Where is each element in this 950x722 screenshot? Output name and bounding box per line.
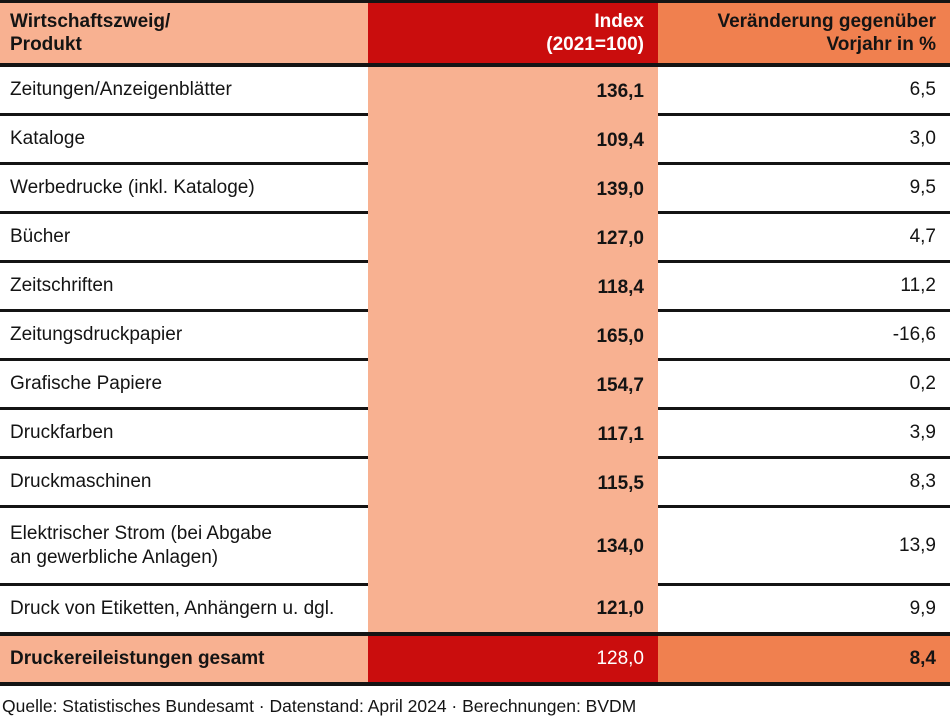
row-index-cell: 134,0 bbox=[368, 508, 658, 586]
row-index-cell: 118,4 bbox=[368, 263, 658, 312]
row-label-cell: Zeitschriften bbox=[0, 263, 368, 312]
header-product-column: Wirtschaftszweig/Produkt bbox=[0, 3, 368, 63]
row-label-cell: Grafische Papiere bbox=[0, 361, 368, 410]
row-change-cell: 0,2 bbox=[658, 361, 950, 410]
row-change-cell: 3,0 bbox=[658, 116, 950, 165]
table-row: Bücher 127,0 4,7 bbox=[0, 214, 950, 263]
table-row: Grafische Papiere 154,7 0,2 bbox=[0, 361, 950, 410]
table-body: Zeitungen/Anzeigenblätter 136,1 6,5 Kata… bbox=[0, 67, 950, 632]
row-index-cell: 115,5 bbox=[368, 459, 658, 508]
total-top-divider bbox=[0, 632, 950, 636]
table-row: Werbedrucke (inkl. Kataloge) 139,0 9,5 bbox=[0, 165, 950, 214]
row-index-cell: 109,4 bbox=[368, 116, 658, 165]
table-header-row: Wirtschaftszweig/Produkt Index (2021=100)… bbox=[0, 3, 950, 63]
row-index-cell: 165,0 bbox=[368, 312, 658, 361]
row-index-cell: 117,1 bbox=[368, 410, 658, 459]
row-change-cell: 6,5 bbox=[658, 67, 950, 116]
row-label-cell: Elektrischer Strom (bei Abgabe an gewerb… bbox=[0, 508, 368, 586]
total-index-cell: 128,0 bbox=[368, 636, 658, 682]
row-change-cell: 9,5 bbox=[658, 165, 950, 214]
row-label-cell: Druckmaschinen bbox=[0, 459, 368, 508]
row-index-cell: 127,0 bbox=[368, 214, 658, 263]
row-label-cell: Zeitungsdruckpapier bbox=[0, 312, 368, 361]
total-row: Druckereileistungen gesamt 128,0 8,4 bbox=[0, 636, 950, 682]
source-note: Quelle: Statistisches Bundesamt · Datens… bbox=[2, 696, 637, 716]
row-change-cell: 9,9 bbox=[658, 586, 950, 632]
total-change-cell: 8,4 bbox=[658, 636, 950, 682]
row-index-cell: 154,7 bbox=[368, 361, 658, 410]
row-label-cell: Druckfarben bbox=[0, 410, 368, 459]
row-index-cell: 136,1 bbox=[368, 67, 658, 116]
table-row: Zeitschriften 118,4 11,2 bbox=[0, 263, 950, 312]
row-label-cell: Kataloge bbox=[0, 116, 368, 165]
row-label-cell: Bücher bbox=[0, 214, 368, 263]
header-divider bbox=[0, 63, 950, 67]
header-index-column: Index (2021=100) bbox=[368, 3, 658, 63]
row-index-cell: 121,0 bbox=[368, 586, 658, 632]
row-label-cell: Zeitungen/Anzeigenblätter bbox=[0, 67, 368, 116]
row-change-cell: 4,7 bbox=[658, 214, 950, 263]
row-change-cell: 8,3 bbox=[658, 459, 950, 508]
bottom-border bbox=[0, 682, 950, 686]
table-row: Zeitungsdruckpapier 165,0 -16,6 bbox=[0, 312, 950, 361]
header-change-label: Veränderung gegenüber Vorjahr in % bbox=[717, 10, 936, 55]
table-row: Elektrischer Strom (bei Abgabe an gewerb… bbox=[0, 508, 950, 586]
row-label-cell: Werbedrucke (inkl. Kataloge) bbox=[0, 165, 368, 214]
total-label-cell: Druckereileistungen gesamt bbox=[0, 636, 368, 682]
row-change-cell: 11,2 bbox=[658, 263, 950, 312]
header-product-label: Wirtschaftszweig/Produkt bbox=[10, 10, 171, 55]
row-change-cell: -16,6 bbox=[658, 312, 950, 361]
table-row: Druckfarben 117,1 3,9 bbox=[0, 410, 950, 459]
row-index-cell: 139,0 bbox=[368, 165, 658, 214]
table-row: Druck von Etiketten, Anhängern u. dgl. 1… bbox=[0, 586, 950, 632]
table-row: Zeitungen/Anzeigenblätter 136,1 6,5 bbox=[0, 67, 950, 116]
table-row: Druckmaschinen 115,5 8,3 bbox=[0, 459, 950, 508]
header-change-column: Veränderung gegenüber Vorjahr in % bbox=[658, 3, 950, 63]
table-row: Kataloge 109,4 3,0 bbox=[0, 116, 950, 165]
row-change-cell: 3,9 bbox=[658, 410, 950, 459]
row-change-cell: 13,9 bbox=[658, 508, 950, 586]
top-border bbox=[0, 0, 950, 3]
row-label-cell: Druck von Etiketten, Anhängern u. dgl. bbox=[0, 586, 368, 632]
header-index-label: Index (2021=100) bbox=[546, 10, 644, 55]
